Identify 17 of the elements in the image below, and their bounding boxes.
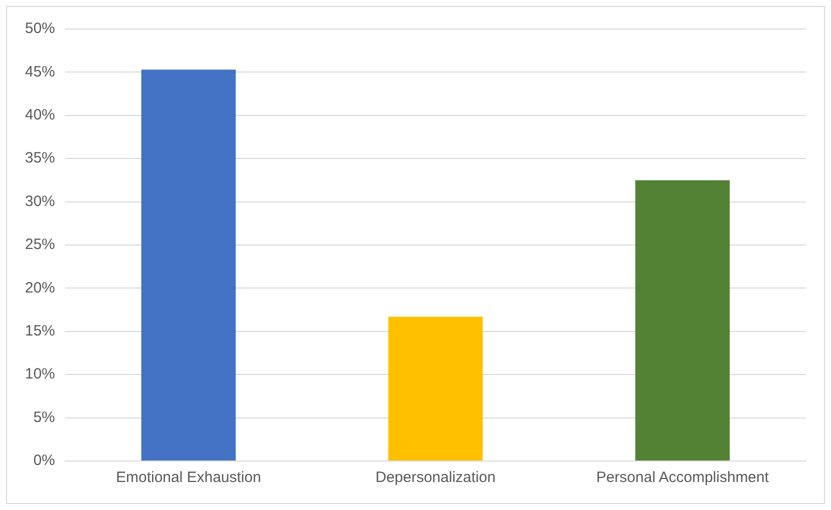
bar — [388, 316, 483, 460]
y-tick-label: 45% — [24, 63, 56, 80]
x-tick-label: Depersonalization — [375, 469, 496, 486]
y-tick-label: 40% — [24, 106, 56, 124]
y-tick-label: 25% — [24, 236, 56, 254]
y-tick-label: 5% — [33, 408, 56, 426]
bar — [635, 180, 730, 460]
y-tick-label: 50% — [24, 20, 56, 38]
y-tick-label: 0% — [33, 452, 56, 470]
y-tick-label: 20% — [24, 279, 56, 296]
y-tick-label: 15% — [24, 322, 56, 340]
y-tick-label: 10% — [24, 366, 56, 383]
y-tick-label: 35% — [24, 150, 56, 167]
x-tick-label: Emotional Exhaustion — [116, 469, 262, 486]
x-tick-label: Personal Accomplishment — [596, 469, 770, 486]
bar — [141, 70, 236, 460]
y-tick-label: 30% — [24, 192, 56, 210]
